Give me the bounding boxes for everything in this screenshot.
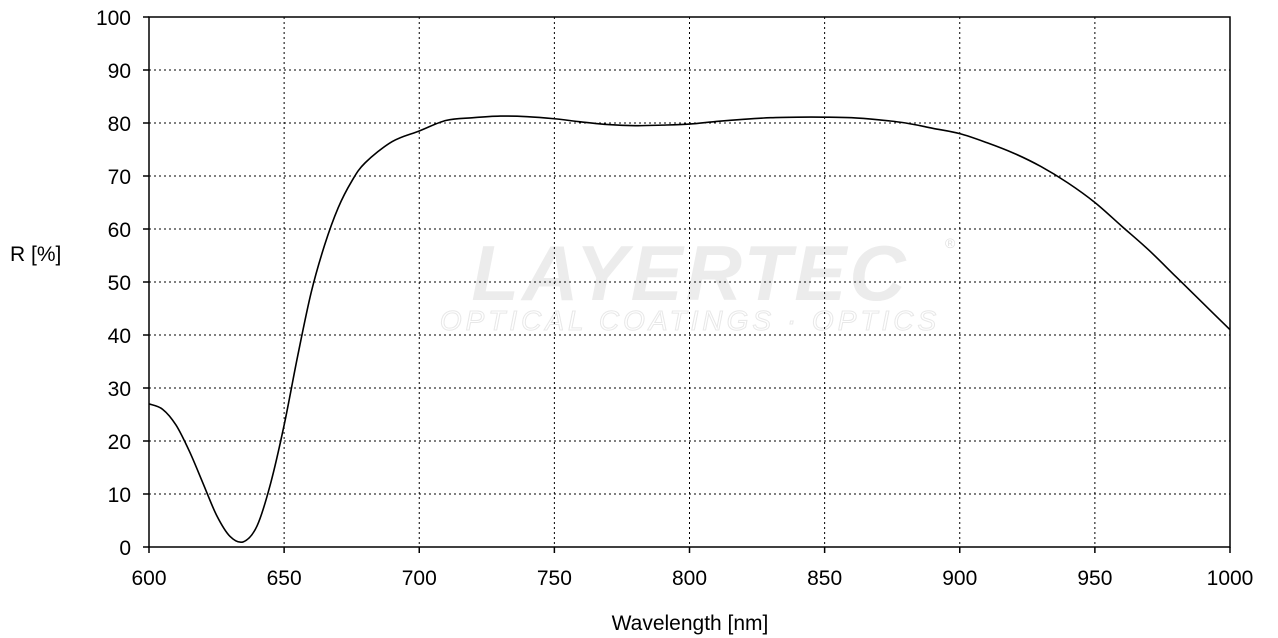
watermark-brand: LAYERTEC (471, 229, 908, 317)
y-tick-label: 70 (108, 166, 131, 189)
grid-lines (149, 17, 1230, 547)
watermark-tagline: OPTICAL COATINGS · OPTICS (440, 305, 940, 336)
watermark-registered-mark: ® (945, 235, 956, 251)
y-tick-label: 30 (108, 378, 131, 401)
y-tick-label: 90 (108, 60, 131, 83)
x-tick-label: 900 (942, 567, 977, 590)
x-tick-label: 800 (672, 567, 707, 590)
y-tick-label: 60 (108, 219, 131, 242)
x-axis-tick-labels: 600 650 700 750 800 850 900 950 1000 (131, 547, 1253, 590)
reflectance-curve (148, 115, 1231, 544)
x-tick-label: 950 (1077, 567, 1112, 590)
y-tick-label: 80 (108, 113, 131, 136)
x-tick-label: 750 (537, 567, 572, 590)
y-tick-label: 50 (108, 272, 131, 295)
y-axis-title: R [%] (10, 243, 61, 266)
x-tick-label: 850 (807, 567, 842, 590)
y-tick-label: 20 (108, 431, 131, 454)
y-tick-label: 10 (108, 484, 131, 507)
y-tick-label: 40 (108, 325, 131, 348)
y-tick-label: 100 (96, 7, 131, 30)
x-tick-label: 600 (131, 567, 166, 590)
x-tick-label: 1000 (1207, 567, 1254, 590)
y-tick-label: 0 (119, 537, 131, 560)
watermark-logo: LAYERTEC OPTICAL COATINGS · OPTICS ® (439, 229, 956, 337)
x-tick-label: 650 (267, 567, 302, 590)
x-tick-label: 700 (402, 567, 437, 590)
x-axis-title: Wavelength [nm] (612, 612, 769, 635)
y-axis-tick-labels: 0 10 20 30 40 50 60 70 80 90 100 (96, 7, 149, 560)
